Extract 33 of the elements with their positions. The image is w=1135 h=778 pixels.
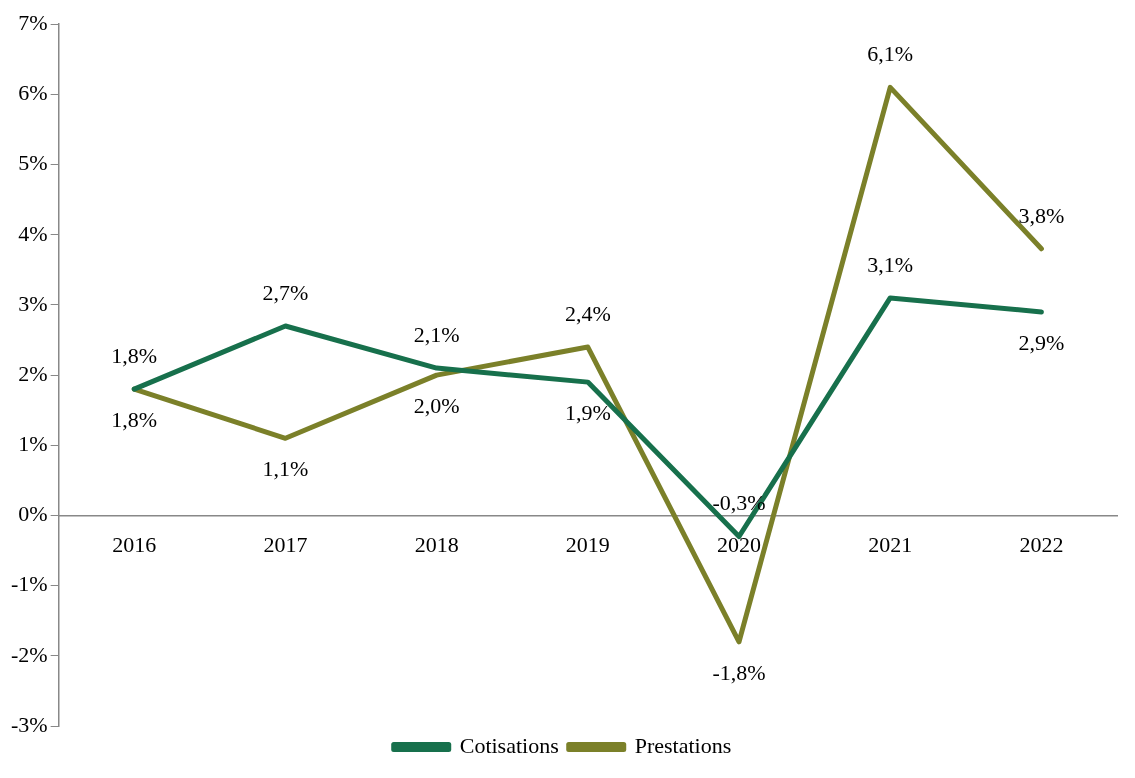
data-label: 2,0% xyxy=(413,392,460,418)
y-tick-label: 0% xyxy=(18,501,48,527)
x-tick-label: 2021 xyxy=(868,532,913,558)
y-tick-label: 7% xyxy=(18,9,48,35)
data-label: -1,8% xyxy=(712,659,766,685)
legend-label: Prestations xyxy=(634,732,732,758)
data-label: 1,8% xyxy=(111,406,158,432)
y-tick-label: -1% xyxy=(11,571,48,597)
data-label: 2,4% xyxy=(564,300,611,326)
y-tick-label: 4% xyxy=(18,220,48,246)
y-tick-label: 2% xyxy=(18,360,48,386)
data-label: 2,9% xyxy=(1018,329,1065,355)
data-label: 3,8% xyxy=(1018,202,1065,228)
x-tick-label: 2020 xyxy=(717,532,762,558)
data-label: 2,7% xyxy=(262,279,309,305)
data-label: 6,1% xyxy=(867,41,914,67)
legend-label: Cotisations xyxy=(459,732,559,758)
x-tick-label: 2022 xyxy=(1019,532,1064,558)
y-tick-label: 5% xyxy=(18,150,48,176)
x-tick-label: 2016 xyxy=(112,532,157,558)
data-label: 3,1% xyxy=(867,251,914,277)
y-tick-label: 1% xyxy=(18,431,48,457)
data-label: 1,9% xyxy=(564,399,611,425)
x-tick-label: 2018 xyxy=(414,532,459,558)
y-tick-label: -3% xyxy=(11,711,48,737)
x-tick-label: 2017 xyxy=(263,532,308,558)
y-tick-label: 6% xyxy=(18,80,48,106)
x-tick-label: 2019 xyxy=(565,532,610,558)
data-label: 1,1% xyxy=(262,456,309,482)
data-label: 1,8% xyxy=(111,342,158,368)
data-label: 2,1% xyxy=(413,321,460,347)
y-tick-label: 3% xyxy=(18,290,48,316)
y-tick-label: -2% xyxy=(11,641,48,667)
